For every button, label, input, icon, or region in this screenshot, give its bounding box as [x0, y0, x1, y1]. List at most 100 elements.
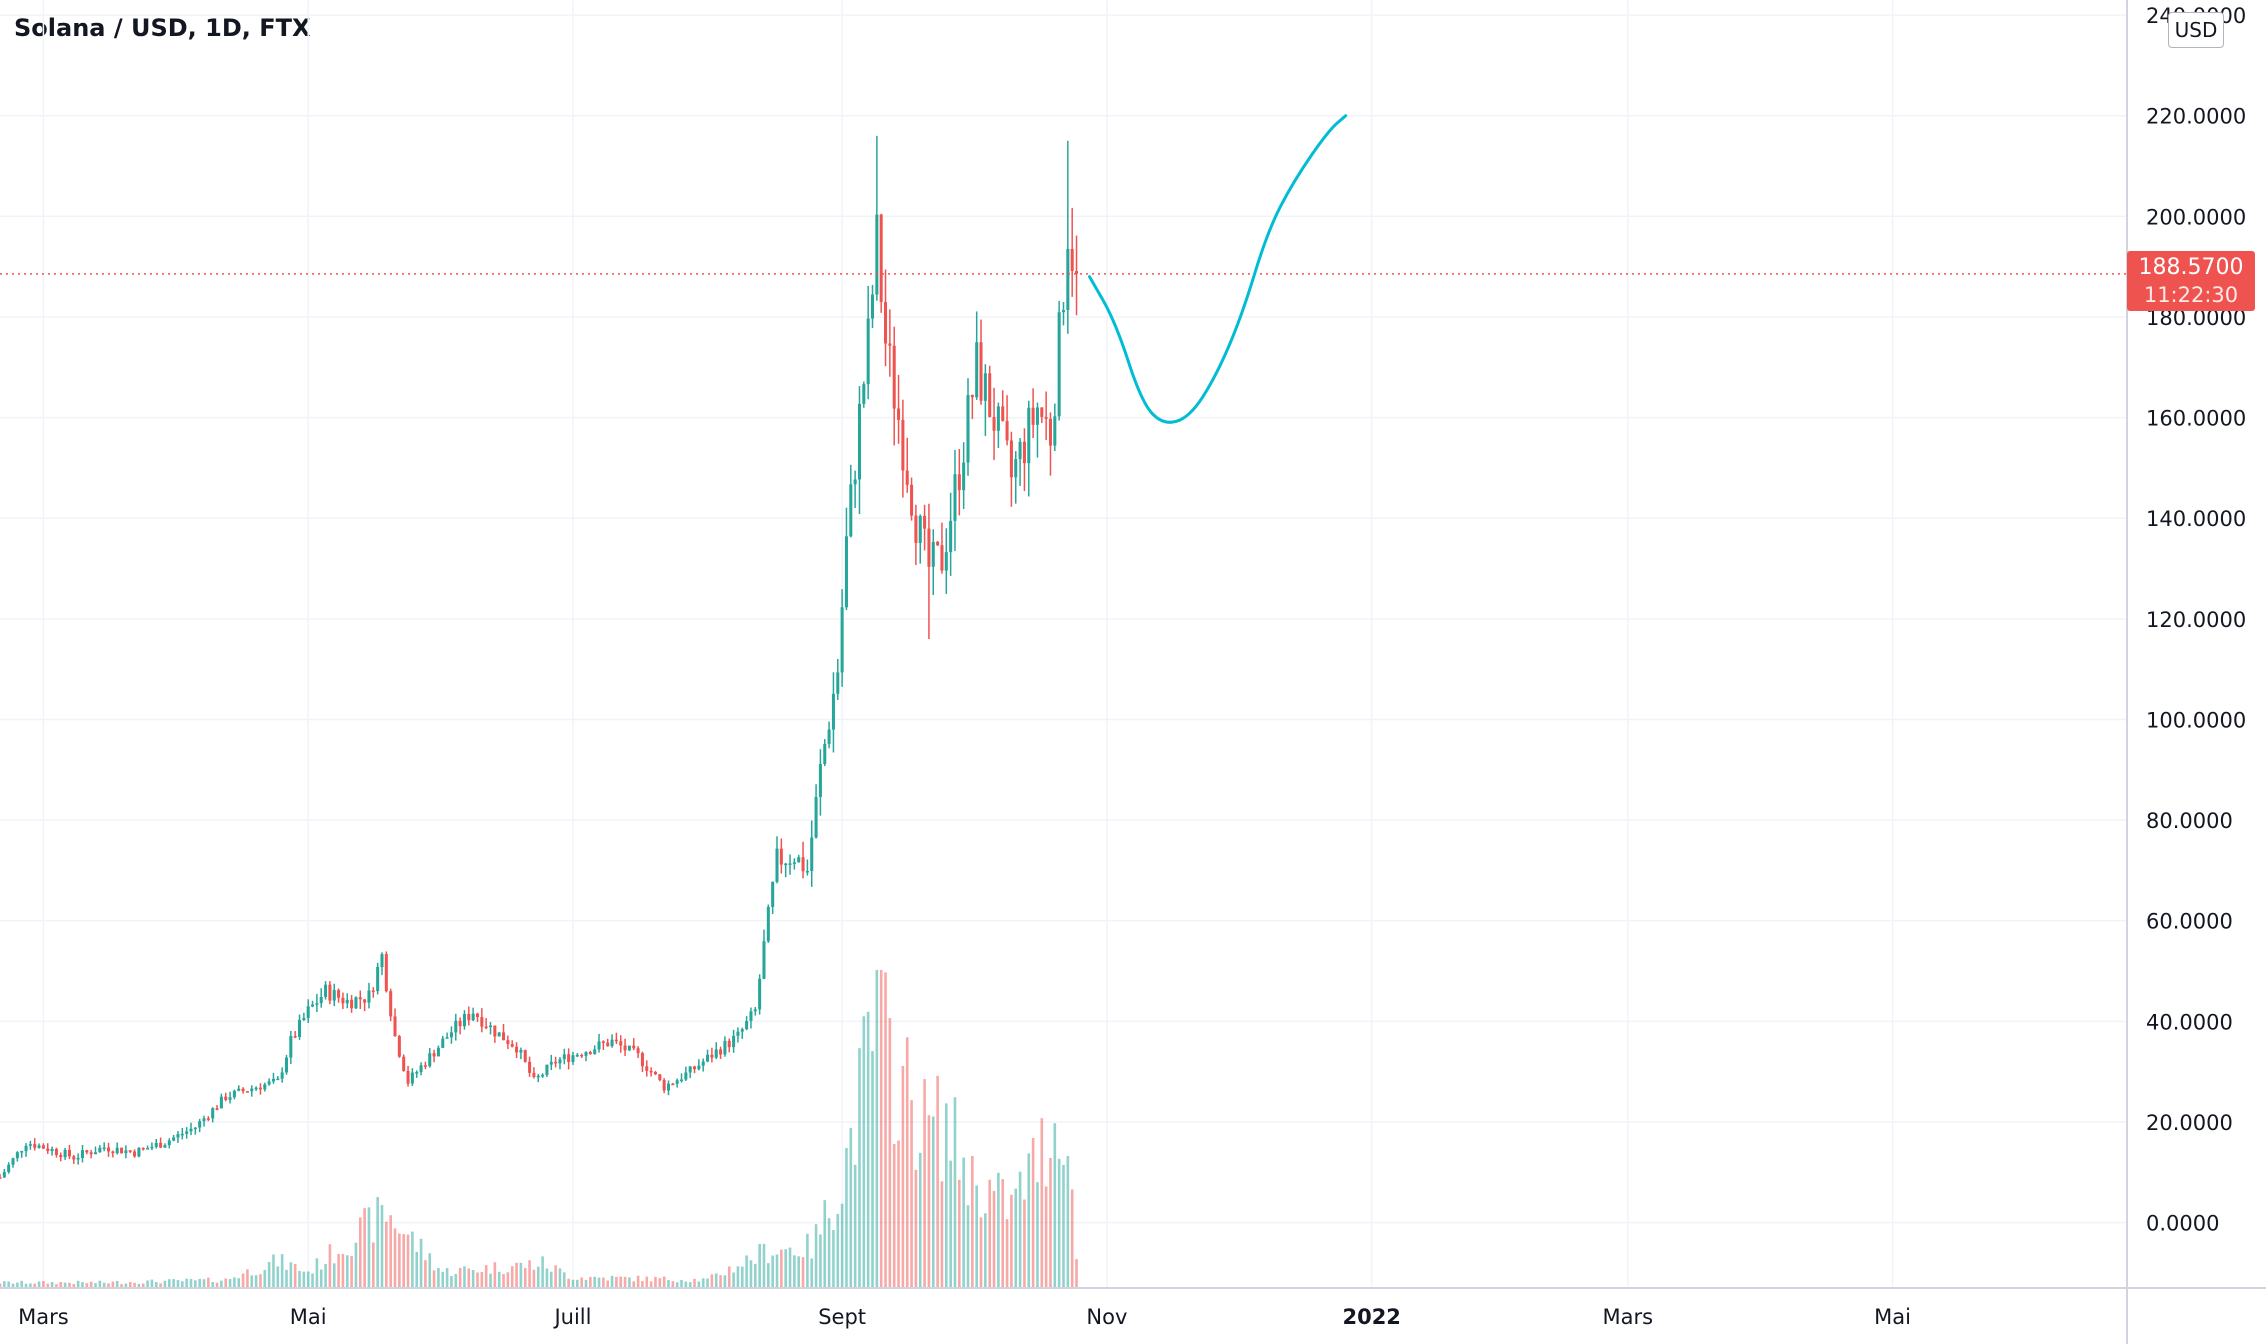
volume-bar — [489, 1273, 492, 1288]
candle-body — [7, 1164, 11, 1172]
volume-bar — [211, 1282, 215, 1288]
candle-body — [749, 1011, 753, 1021]
candle-body — [85, 1150, 89, 1153]
candle-body — [302, 1018, 306, 1020]
volume-bar — [463, 1266, 466, 1288]
candle-body — [215, 1108, 219, 1110]
volume-bar — [46, 1283, 50, 1288]
candle-body — [72, 1156, 76, 1160]
candle-body — [1057, 312, 1061, 417]
volume-bar — [98, 1280, 102, 1288]
volume-bar — [975, 1185, 978, 1288]
candle-body — [844, 536, 848, 608]
candle-body — [706, 1054, 710, 1062]
volume-bar — [102, 1282, 106, 1288]
volume-bar — [1070, 1189, 1074, 1288]
candle-body — [315, 1003, 319, 1005]
volume-bar — [745, 1255, 748, 1288]
volume-bar — [558, 1268, 562, 1288]
candle-body — [554, 1061, 558, 1064]
candle-body — [580, 1054, 584, 1057]
candle-body — [276, 1078, 280, 1081]
candle-body — [172, 1137, 176, 1141]
candle-body — [614, 1039, 618, 1042]
candle-body — [901, 419, 905, 471]
volume-bar — [476, 1272, 479, 1288]
volume-bar — [723, 1275, 727, 1288]
volume-bar — [636, 1275, 640, 1288]
volume-bar — [172, 1279, 175, 1288]
chart-title: Solana / USD, 1D, FTX — [14, 14, 311, 42]
volume-bar — [76, 1280, 80, 1288]
volume-bar — [124, 1283, 128, 1288]
volume-bar — [532, 1269, 536, 1288]
volume-bar — [736, 1266, 740, 1288]
volume-bar — [319, 1269, 323, 1288]
volume-bar — [354, 1242, 358, 1288]
candle-body — [1001, 406, 1005, 421]
volume-bar — [1014, 1188, 1018, 1288]
volume-bar — [50, 1282, 54, 1288]
volume-bar — [1053, 1123, 1057, 1288]
candle-body — [645, 1066, 649, 1071]
candle-body — [358, 997, 362, 1000]
candle-body — [792, 862, 796, 864]
volume-bar — [549, 1271, 553, 1288]
candle-body — [905, 470, 909, 485]
candle-body — [884, 301, 888, 344]
candle-body — [1061, 310, 1066, 313]
volume-bar — [658, 1278, 662, 1288]
volume-bar — [927, 1115, 931, 1288]
candle-body — [98, 1147, 102, 1153]
candle-body — [159, 1142, 163, 1148]
candle-body — [428, 1053, 432, 1067]
currency-unit-label[interactable]: USD — [2168, 12, 2224, 48]
volume-bar — [840, 1203, 844, 1288]
last-price-tag: 188.5700 11:22:30 — [2127, 251, 2255, 311]
price-tick-label: 80.0000 — [2146, 809, 2233, 833]
volume-bar — [345, 1255, 349, 1288]
candle-body — [879, 214, 883, 302]
candle-body — [350, 999, 354, 1009]
candle-body — [502, 1032, 506, 1041]
candle-body — [610, 1039, 614, 1047]
volume-bar — [576, 1279, 579, 1288]
candle-body — [810, 837, 814, 872]
volume-bar — [332, 1263, 336, 1288]
candle-body — [371, 990, 375, 993]
candle-body — [840, 607, 844, 673]
candle-body — [406, 1070, 410, 1084]
volume-bar — [337, 1253, 340, 1288]
volume-bar — [185, 1278, 188, 1288]
candle-body — [936, 541, 940, 546]
candle-body — [328, 984, 332, 1001]
volume-bar — [771, 1255, 774, 1288]
volume-bar — [432, 1270, 436, 1288]
volume-bar — [267, 1261, 271, 1288]
volume-bar — [94, 1283, 97, 1288]
candle-body — [289, 1035, 293, 1058]
volume-bar — [89, 1281, 93, 1288]
volume-bar — [1075, 1259, 1078, 1288]
volume-bar — [1062, 1164, 1065, 1288]
candle-body — [788, 863, 792, 865]
candle-body — [836, 672, 840, 694]
candle-body — [775, 848, 779, 882]
volume-bar — [237, 1278, 241, 1288]
volume-bar — [107, 1283, 110, 1288]
volume-bar — [784, 1249, 787, 1288]
volume-bar — [1049, 1157, 1052, 1288]
volume-bar — [827, 1218, 831, 1288]
candle-body — [679, 1079, 684, 1082]
volume-bar — [589, 1276, 592, 1288]
candle-body — [211, 1108, 215, 1119]
candle-body — [827, 729, 831, 744]
candle-body — [311, 1004, 315, 1007]
candle-body — [410, 1072, 414, 1084]
candle-body — [888, 343, 892, 346]
volume-bar — [398, 1233, 401, 1288]
volume-bar — [302, 1271, 306, 1288]
volume-bar — [997, 1172, 1000, 1288]
volume-bar — [419, 1238, 423, 1288]
